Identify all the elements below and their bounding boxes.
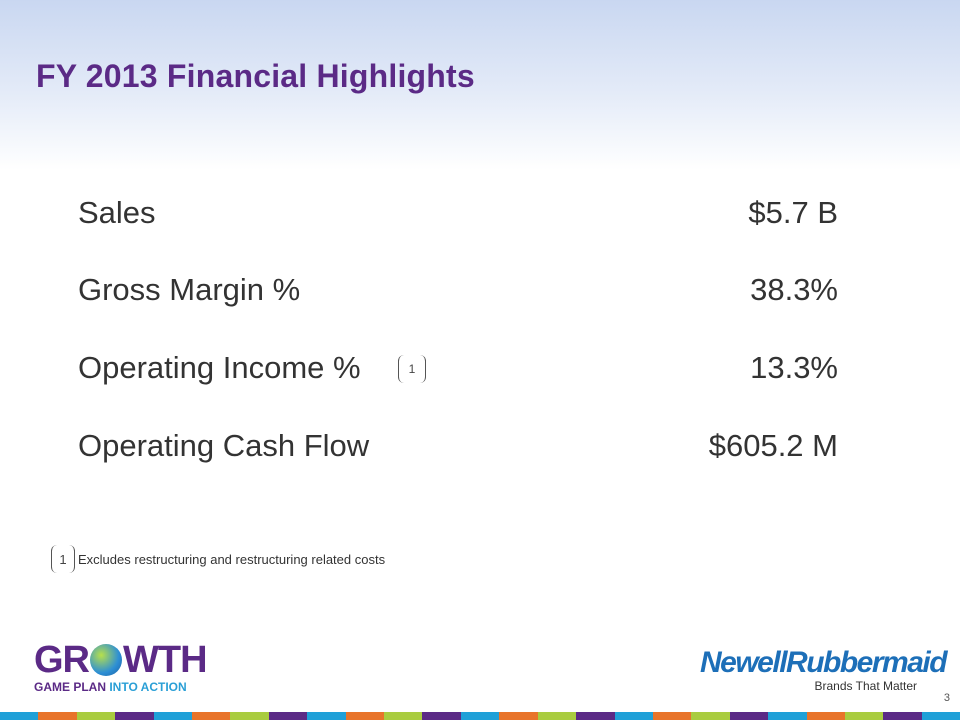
page-number: 3	[943, 692, 950, 704]
growth-logo: GR WTH GAME PLAN INTO ACTION	[34, 640, 219, 696]
newell-rubbermaid-logo: NewellRubbermaid Brands That Matter	[700, 646, 948, 693]
strip-segment	[614, 712, 653, 720]
company-tagline: Brands That Matter	[814, 679, 918, 693]
strip-segment	[844, 712, 884, 720]
growth-word-left: GR	[34, 639, 90, 681]
strip-segment	[460, 712, 500, 720]
metric-value-operating-cash-flow: $605.2 M	[708, 428, 838, 463]
strip-segment	[422, 712, 461, 720]
color-strip	[0, 712, 960, 720]
strip-segment	[345, 712, 385, 720]
strip-segment	[806, 712, 845, 720]
strip-segment	[38, 712, 77, 720]
metric-value-gross-margin: 38.3%	[750, 272, 838, 307]
strip-segment	[576, 712, 615, 720]
strip-segment	[384, 712, 423, 720]
strip-segment	[921, 712, 960, 720]
strip-segment	[76, 712, 116, 720]
strip-segment	[537, 712, 577, 720]
footnote-marker: 1	[398, 355, 426, 383]
strip-segment	[230, 712, 269, 720]
metric-label-operating-income: Operating Income %	[78, 350, 361, 385]
footnote-note-marker: 1	[51, 545, 75, 573]
strip-segment	[729, 712, 769, 720]
strip-segment	[0, 712, 39, 720]
strip-segment	[153, 712, 193, 720]
growth-word-right: WTH	[123, 639, 208, 681]
metric-label-operating-cash-flow: Operating Cash Flow	[78, 428, 370, 463]
metric-value-operating-income: 13.3%	[750, 350, 838, 385]
strip-segment	[307, 712, 346, 720]
metric-label-sales: Sales	[78, 195, 156, 230]
strip-segment	[268, 712, 308, 720]
strip-segment	[115, 712, 154, 720]
footnote-note-number: 1	[59, 551, 67, 567]
strip-segment	[192, 712, 231, 720]
strip-segment	[768, 712, 807, 720]
metric-value-sales: $5.7 B	[748, 195, 838, 230]
footnote-text: Excludes restructuring and restructuring…	[78, 552, 386, 567]
footnote-marker-number: 1	[408, 362, 416, 376]
strip-segment	[652, 712, 692, 720]
growth-tagline-main: GAME PLAN	[34, 680, 110, 694]
strip-segment	[499, 712, 538, 720]
growth-tagline: GAME PLAN INTO ACTION	[34, 680, 187, 694]
slide-title: FY 2013 Financial Highlights	[36, 58, 475, 94]
growth-wordmark: GR WTH	[34, 639, 208, 681]
strip-segment	[883, 712, 922, 720]
globe-icon	[90, 644, 122, 676]
metric-label-gross-margin: Gross Margin %	[78, 272, 301, 307]
growth-tagline-accent: INTO ACTION	[109, 680, 187, 694]
company-wordmark: NewellRubbermaid	[700, 646, 948, 679]
header-gradient	[0, 0, 960, 170]
strip-segment	[691, 712, 730, 720]
